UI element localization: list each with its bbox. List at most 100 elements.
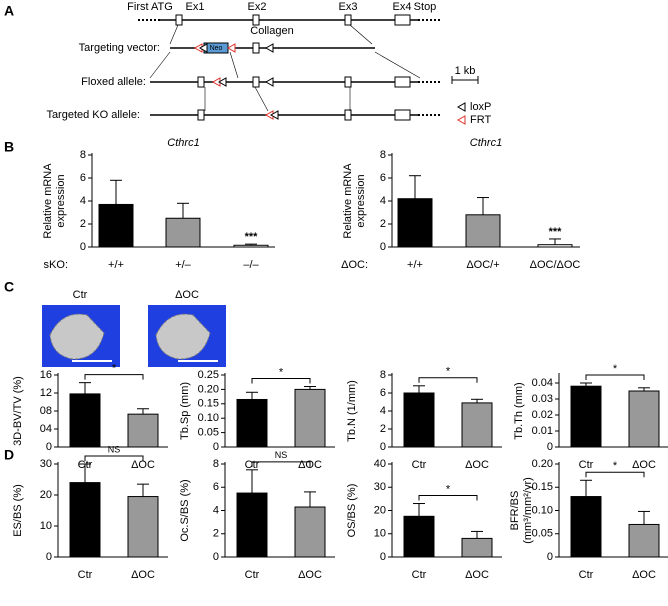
y-tick-label: 0 (213, 551, 219, 563)
exon (175, 14, 183, 26)
panel-label: B (4, 139, 14, 155)
loxp-site (269, 110, 279, 120)
y-tick-label: 0.10 (532, 504, 553, 516)
significance: * (613, 363, 618, 375)
bar (465, 214, 501, 248)
y-tick-label: 16 (40, 369, 52, 381)
y-tick-label: 0 (46, 441, 52, 453)
line (229, 51, 239, 79)
x-tick-label: ΔOC (632, 569, 656, 581)
y-tick-label: 10 (374, 528, 386, 540)
y-tick-label: 10 (40, 520, 52, 532)
exon (394, 109, 411, 121)
y-axis-label: OS/BS (%) (346, 484, 358, 538)
significance-bracket (84, 374, 144, 380)
loxp-site (264, 43, 274, 53)
bar (403, 392, 435, 448)
exon (394, 76, 411, 88)
y-tick-label: 0.01 (532, 425, 553, 437)
bar (461, 537, 493, 558)
y-tick-label: 6 (380, 387, 386, 399)
bar (236, 492, 268, 558)
significance: * (613, 460, 618, 472)
y-axis-label: (mm³/mm²/yr) (522, 477, 534, 544)
x-tick-label: ΔOC (632, 459, 656, 471)
x-tick-label: Ctr (412, 569, 427, 581)
significance-bracket (84, 455, 144, 461)
bar (570, 496, 602, 558)
panel-label: C (4, 279, 14, 295)
label: loxP (470, 101, 491, 113)
bar (69, 393, 101, 448)
x-tick-label: ΔOC (465, 459, 489, 471)
exon (344, 14, 352, 26)
frt-site (456, 115, 466, 125)
y-tick-label: 0 (46, 551, 52, 563)
bar (461, 402, 493, 448)
x-tick-label: Ctr (579, 459, 594, 471)
bar (98, 203, 134, 248)
label: Ex4 (393, 1, 412, 13)
panel-label: D (4, 447, 14, 463)
exon (252, 76, 260, 88)
panel-label: A (4, 3, 14, 19)
y-tick-label: 0.05 (532, 528, 553, 540)
y-tick-label: 0.10 (198, 412, 219, 424)
label: Ex2 (248, 1, 267, 13)
exon (252, 14, 260, 26)
y-tick-label: 0.03 (532, 393, 553, 405)
significance-bracket (585, 374, 645, 380)
y-axis-label: Tb.Sp (mm) (179, 382, 191, 440)
exon (394, 14, 411, 26)
y-tick-label: 0 (380, 551, 386, 563)
significance: NS (275, 450, 288, 460)
exon (344, 109, 352, 121)
significance: * (446, 483, 451, 495)
bar (233, 244, 269, 248)
bar (294, 506, 326, 558)
x-tick-label: –/– (243, 259, 259, 271)
y-tick-label: 0.25 (198, 369, 219, 381)
y-axis-label: 3D-BV/TV (%) (12, 376, 24, 446)
x-tick-label: ΔOC (465, 569, 489, 581)
image-label: Ctr (73, 289, 88, 301)
x-tick-label: +/– (175, 259, 191, 271)
y-tick-label: 4 (380, 195, 386, 207)
y-tick-label: 0.02 (532, 409, 553, 421)
bar (127, 496, 159, 558)
chart-title: Cthrc1 (167, 137, 199, 149)
y-tick-label: 8 (213, 458, 219, 470)
genotype-label: sKO: (44, 259, 68, 271)
significance: * (446, 366, 451, 378)
x-tick-label: Ctr (412, 459, 427, 471)
bar (165, 217, 201, 248)
bone-render (49, 313, 105, 360)
label: FRT (470, 114, 491, 126)
significance-bracket (418, 495, 478, 501)
significance-bracket (251, 461, 311, 467)
y-tick-label: 30 (374, 481, 386, 493)
loxp-site (456, 102, 466, 112)
bar (236, 398, 268, 448)
label: Floxed allele: (81, 76, 146, 88)
y-tick-label: 6 (380, 172, 386, 184)
y-tick-label: 2 (380, 218, 386, 230)
y-tick-label: 0 (547, 551, 553, 563)
y-tick-label: 0.15 (198, 398, 219, 410)
x-tick-label: ΔOC/+ (466, 259, 499, 271)
x-tick-label: ΔOC (131, 569, 155, 581)
exon (197, 76, 205, 88)
y-tick-label: 8 (80, 149, 86, 161)
image-label: ΔOC (175, 289, 199, 301)
y-tick-label: 04 (40, 423, 52, 435)
significance: NS (108, 444, 121, 454)
y-tick-label: 0 (80, 241, 86, 253)
bar (537, 244, 573, 248)
y-axis-label: BFR/BS (509, 491, 521, 531)
y-tick-label: 30 (40, 458, 52, 470)
x-tick-label: +/+ (108, 259, 124, 271)
y-tick-label: 0 (213, 441, 219, 453)
y-tick-label: 0 (547, 441, 553, 453)
x-tick-label: ΔOC/ΔOC (530, 259, 581, 271)
bar (628, 523, 660, 558)
